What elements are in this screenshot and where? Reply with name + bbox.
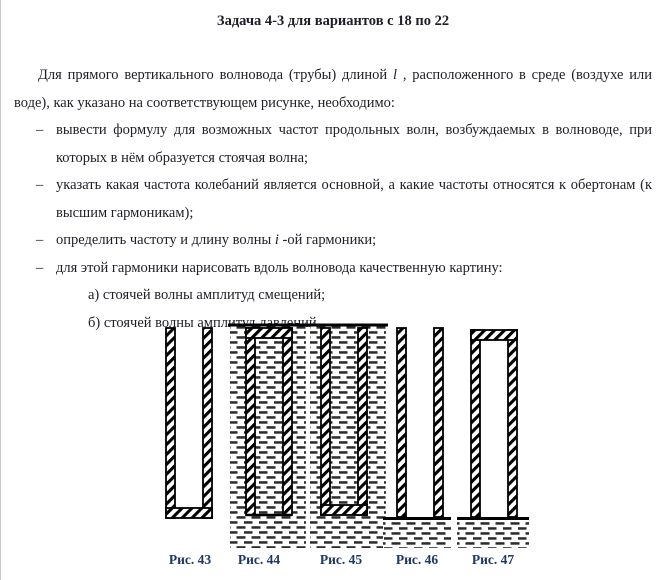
list-item-text: указать какая частота колебаний является…: [56, 177, 652, 221]
list-item: – определить частоту и длину волны i -ой…: [14, 227, 652, 255]
figure-caption: Рис. 44: [237, 552, 281, 567]
list-item: – вывести формулу для возможных частот п…: [14, 117, 652, 172]
sublist-item-b: б) стоячей волны амплитуд давлений.: [88, 314, 321, 331]
intro-text-after: , расположенного в среде (воздухе или во…: [14, 67, 652, 111]
intro-paragraph: Для прямого вертикального волновода (тру…: [14, 62, 652, 117]
list-item: – для этой гармоники нарисовать вдоль во…: [14, 255, 652, 283]
intro-variable-l: l: [393, 67, 398, 83]
waveguide-figure-47: [457, 329, 529, 548]
waveguide-figure-45: [308, 323, 388, 548]
page-title: Задача 4-3 для вариантов с 18 по 22: [216, 13, 450, 29]
figure-caption: Рис. 45: [319, 552, 363, 567]
problem-text-block: Задача 4-3 для вариантов с 18 по 22 Для …: [14, 13, 652, 331]
list-item-marker: –: [36, 259, 44, 276]
list-item: – указать какая частота колебаний являет…: [14, 172, 652, 227]
list-item-text-before: определить частоту и длину волны: [56, 232, 275, 248]
list-item-variable-i: i: [274, 232, 279, 248]
list-item-marker: –: [36, 177, 44, 193]
waveguide-figure-44: [228, 323, 308, 548]
figure-caption: Рис. 46: [395, 552, 439, 567]
intro-text-before: Для прямого вертикального волновода (тру…: [38, 67, 393, 83]
list-item-text: вывести формулу для возможных частот про…: [56, 122, 652, 166]
waveguide-figure-46: [383, 327, 451, 548]
list-item-text: для этой гармоники нарисовать вдоль волн…: [56, 259, 503, 276]
figure-caption: Рис. 43: [168, 552, 212, 567]
waveguide-figure-43: [165, 327, 213, 519]
page-left-border: [0, 0, 1, 580]
list-item-marker: –: [36, 122, 44, 138]
sublist-item-a: а) стоячей волны амплитуд смещений;: [88, 287, 326, 303]
figure-caption: Рис. 47: [471, 552, 515, 567]
list-item-text-after: -ой гармоники;: [278, 232, 377, 248]
list-item-marker: –: [36, 232, 44, 248]
